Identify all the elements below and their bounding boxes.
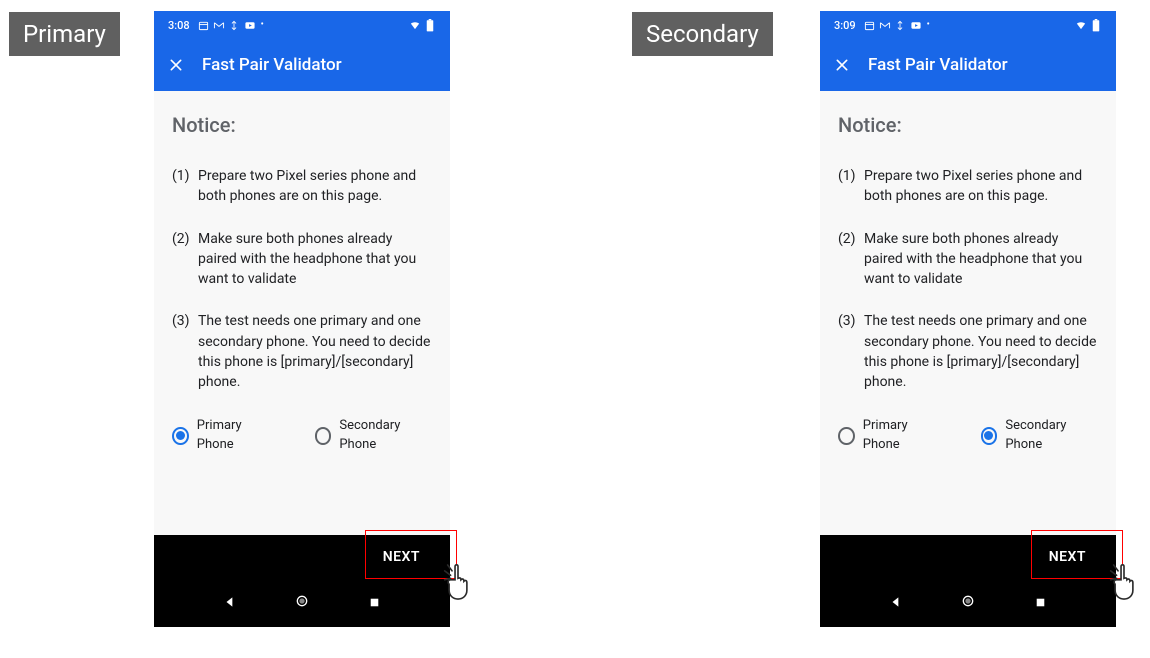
step-text: Make sure both phones already paired wit… [198, 229, 432, 290]
radio-primary-phone[interactable]: Primary Phone [172, 417, 275, 455]
step-2: (2) Make sure both phones already paired… [838, 229, 1098, 290]
wifi-icon [408, 20, 422, 31]
gmail-icon [213, 20, 225, 31]
step-2: (2) Make sure both phones already paired… [172, 229, 432, 290]
calendar-icon [864, 20, 875, 31]
step-1: (1) Prepare two Pixel series phone and b… [838, 166, 1098, 207]
step-number: (2) [172, 229, 198, 290]
app-title: Fast Pair Validator [868, 55, 1008, 75]
more-dot-icon: • [927, 20, 930, 30]
tag-secondary: Secondary [632, 12, 773, 56]
close-icon[interactable] [168, 57, 184, 73]
youtube-icon [243, 20, 257, 31]
notice-title: Notice: [172, 111, 432, 140]
nav-home-icon[interactable] [294, 593, 310, 613]
step-3: (3) The test needs one primary and one s… [172, 311, 432, 392]
wifi-icon [1074, 20, 1088, 31]
status-time: 3:08 [168, 19, 190, 32]
step-number: (1) [172, 166, 198, 207]
status-bar: 3:08 • [154, 11, 450, 39]
status-bar: 3:09 • [820, 11, 1116, 39]
nav-back-icon[interactable] [223, 594, 237, 613]
nav-bar [154, 579, 450, 627]
step-number: (3) [838, 311, 864, 392]
radio-secondary-phone[interactable]: Secondary Phone [981, 417, 1098, 455]
vpn-icon [229, 20, 239, 31]
app-title: Fast Pair Validator [202, 55, 342, 75]
nav-recent-icon[interactable] [1034, 594, 1047, 613]
step-text: The test needs one primary and one secon… [198, 311, 432, 392]
close-icon[interactable] [834, 57, 850, 73]
step-text: Prepare two Pixel series phone and both … [864, 166, 1098, 207]
battery-icon [1092, 19, 1100, 32]
calendar-icon [198, 20, 209, 31]
youtube-icon [909, 20, 923, 31]
pointer-hand-icon [440, 562, 476, 606]
radio-primary-phone[interactable]: Primary Phone [838, 417, 941, 455]
content-area: Notice: (1) Prepare two Pixel series pho… [154, 91, 450, 454]
nav-back-icon[interactable] [889, 594, 903, 613]
radio-secondary-phone[interactable]: Secondary Phone [315, 417, 432, 455]
radio-label: Primary Phone [863, 417, 941, 455]
app-bar: Fast Pair Validator [820, 39, 1116, 91]
step-text: Prepare two Pixel series phone and both … [198, 166, 432, 207]
radio-label: Secondary Phone [339, 417, 432, 455]
more-dot-icon: • [261, 20, 264, 30]
content-area: Notice: (1) Prepare two Pixel series pho… [820, 91, 1116, 454]
step-3: (3) The test needs one primary and one s… [838, 311, 1098, 392]
tag-primary: Primary [9, 12, 120, 56]
app-bar: Fast Pair Validator [154, 39, 450, 91]
step-number: (2) [838, 229, 864, 290]
battery-icon [426, 19, 434, 32]
radio-group: Primary Phone Secondary Phone [172, 417, 432, 455]
step-number: (3) [172, 311, 198, 392]
nav-recent-icon[interactable] [368, 594, 381, 613]
step-text: Make sure both phones already paired wit… [864, 229, 1098, 290]
radio-group: Primary Phone Secondary Phone [838, 417, 1098, 455]
radio-label: Primary Phone [197, 417, 275, 455]
step-1: (1) Prepare two Pixel series phone and b… [172, 166, 432, 207]
vpn-icon [895, 20, 905, 31]
nav-bar [820, 579, 1116, 627]
radio-label: Secondary Phone [1005, 417, 1098, 455]
gmail-icon [879, 20, 891, 31]
step-number: (1) [838, 166, 864, 207]
notice-title: Notice: [838, 111, 1098, 140]
step-text: The test needs one primary and one secon… [864, 311, 1098, 392]
status-time: 3:09 [834, 19, 856, 32]
nav-home-icon[interactable] [960, 593, 976, 613]
pointer-hand-icon [1106, 562, 1142, 606]
